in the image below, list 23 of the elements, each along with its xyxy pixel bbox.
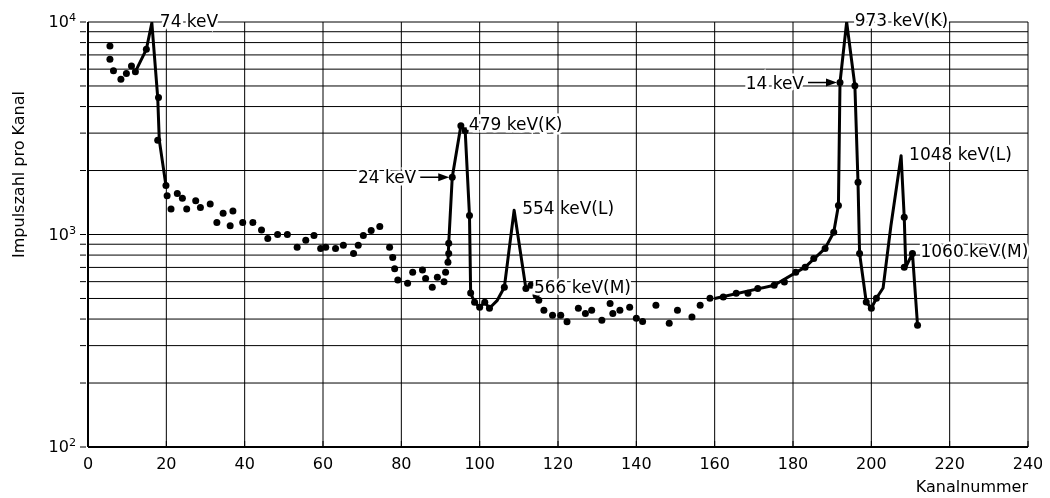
x-tick-label: 60 bbox=[312, 454, 334, 473]
y-tick-label: 10$^{3}$ bbox=[48, 223, 76, 244]
x-tick-label: 140 bbox=[621, 454, 652, 473]
x-tick-label: 120 bbox=[542, 454, 574, 473]
x-tick-label: 240 bbox=[1012, 454, 1044, 473]
y-tick-label: 10$^{4}$ bbox=[48, 10, 76, 31]
x-tick-label: 220 bbox=[934, 454, 965, 473]
x-tick-label: 40 bbox=[234, 454, 255, 473]
x-tick-label: 80 bbox=[391, 454, 412, 473]
y-tick-label: 10$^{2}$ bbox=[48, 435, 76, 456]
x-tick-label: 100 bbox=[464, 454, 495, 473]
x-tick-label: 200 bbox=[856, 454, 887, 473]
x-tick-label: 180 bbox=[777, 454, 809, 473]
x-tick-label: 0 bbox=[82, 454, 94, 473]
annotation: 554 keV(L) bbox=[522, 198, 615, 219]
annotation: 973 keV(K) bbox=[854, 10, 949, 30]
annotation: 14 keV bbox=[745, 72, 805, 93]
x-tick-label: 20 bbox=[156, 454, 177, 473]
annotation: 566 keV(M) bbox=[533, 276, 632, 297]
annotation: 74 keV bbox=[159, 10, 219, 31]
y-axis-title: Impulszahl pro Kanal bbox=[8, 91, 28, 258]
x-axis-title: Kanalnummer bbox=[915, 477, 1029, 496]
x-tick-label: 160 bbox=[699, 454, 730, 473]
